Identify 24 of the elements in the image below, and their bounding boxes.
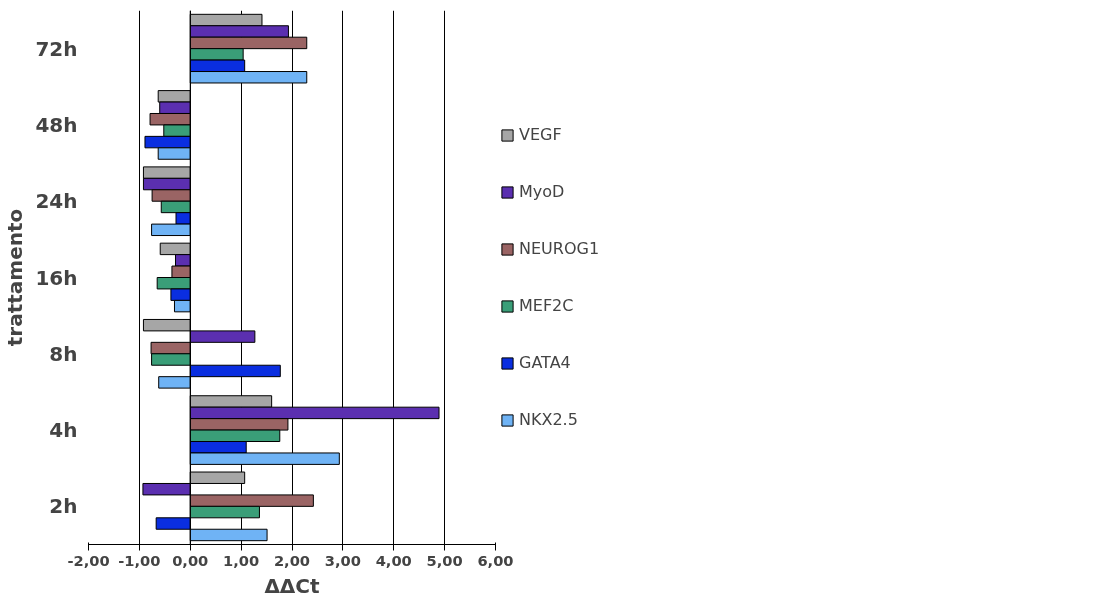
legend-label: VEGF — [519, 125, 562, 144]
y-tick-label: 16h — [35, 265, 78, 290]
x-tick-label: 6,00 — [477, 551, 514, 569]
y-tick-label: 4h — [49, 418, 78, 443]
x-tick-label: 4,00 — [375, 551, 412, 569]
legend-label: NKX2.5 — [519, 410, 578, 429]
y-tick-label: 48h — [35, 112, 78, 137]
legend-label: MyoD — [519, 182, 565, 201]
y-axis-title: trattamento — [3, 208, 28, 347]
legend-label: GATA4 — [519, 353, 571, 372]
legend-label: MEF2C — [519, 296, 574, 315]
x-tick-label: -2,00 — [67, 551, 110, 569]
x-tick-label: 0,00 — [172, 551, 209, 569]
x-tick-label: 5,00 — [426, 551, 463, 569]
x-tick-label: 1,00 — [223, 551, 260, 569]
y-tick-label: 72h — [35, 36, 78, 61]
x-tick-label: 2,00 — [273, 551, 311, 569]
x-tick-label: -1,00 — [118, 551, 161, 569]
x-axis-title: ΔΔCt — [264, 573, 321, 598]
y-tick-label: 8h — [49, 341, 78, 366]
y-tick-label: 2h — [49, 494, 78, 519]
x-tick-label: 3,00 — [324, 551, 361, 569]
legend-label: NEUROG1 — [519, 239, 600, 258]
y-tick-label: 24h — [35, 189, 78, 214]
